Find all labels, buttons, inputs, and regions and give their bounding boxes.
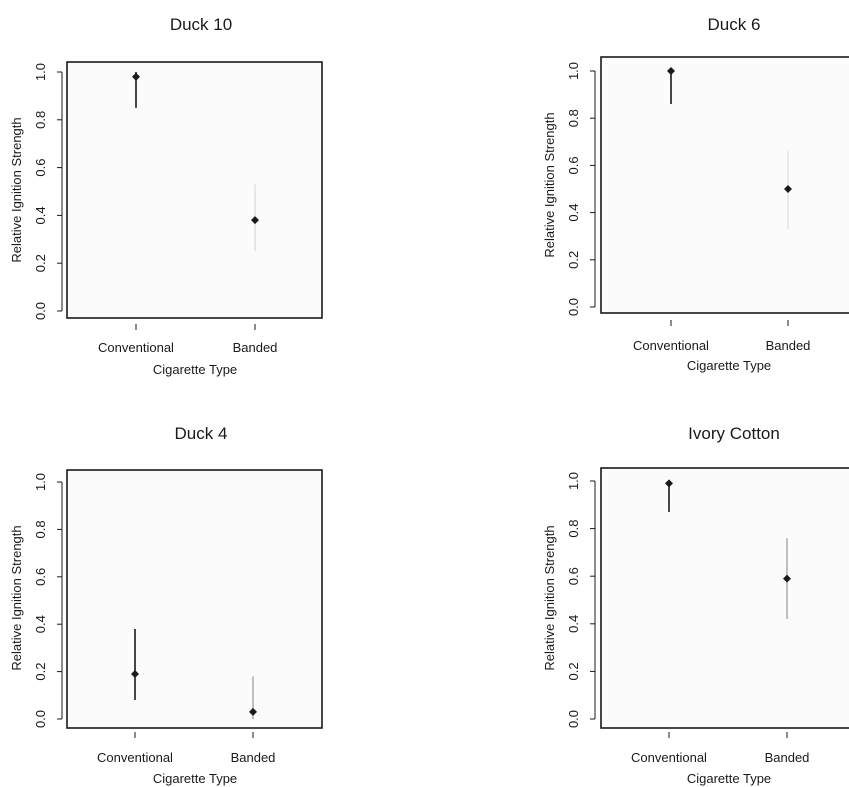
y-tick-label: 0.4 [566, 204, 581, 222]
y-tick-label: 0.0 [566, 710, 581, 728]
x-axis-label: Cigarette Type [153, 362, 237, 377]
data-point [131, 669, 139, 678]
data-point [251, 216, 259, 225]
axes: 0.0 0.2 0.4 0.6 0.8 1.0 Conventional Banded [566, 62, 810, 353]
y-tick-label: 0.6 [566, 567, 581, 585]
data-point [665, 479, 673, 488]
x-axis-label: Cigarette Type [687, 771, 771, 786]
y-tick-label: 0.0 [33, 710, 48, 728]
chart-title: Duck 6 [708, 15, 761, 34]
x-tick-label: Banded [233, 340, 278, 355]
y-tick-label: 0.2 [566, 251, 581, 269]
y-tick-label: 1.0 [566, 472, 581, 490]
x-tick-label: Conventional [633, 338, 709, 353]
x-tick-label: Conventional [97, 750, 173, 765]
y-tick-label: 0.6 [33, 568, 48, 586]
axes: 0.0 0.2 0.4 0.6 0.8 1.0 Conventional Banded [33, 63, 277, 355]
x-axis-label: Cigarette Type [153, 771, 237, 786]
y-axis-label: Relative Ignition Strength [542, 525, 557, 670]
y-tick-label: 0.2 [33, 254, 48, 272]
y-tick-label: 0.8 [566, 109, 581, 127]
series-marks [132, 72, 259, 252]
axes: 0.0 0.2 0.4 0.6 0.8 1.0 Conventional Banded [33, 473, 275, 765]
chart-panel-duck-6: Duck 6 Relative Ignition Strength Cigare… [542, 15, 849, 373]
data-point [667, 67, 675, 75]
x-tick-label: Banded [766, 338, 811, 353]
chart-panel-ivory-cotton: Ivory Cotton Relative Ignition Strength … [542, 424, 849, 786]
chart-title: Duck 10 [170, 15, 232, 34]
chart-title: Ivory Cotton [688, 424, 780, 443]
y-axis-label: Relative Ignition Strength [9, 117, 24, 262]
series-marks [665, 479, 791, 620]
y-tick-label: 0.8 [566, 520, 581, 538]
y-axis-label: Relative Ignition Strength [542, 112, 557, 257]
y-tick-label: 1.0 [33, 63, 48, 81]
plot-area [66, 469, 323, 729]
chart-title: Duck 4 [175, 424, 228, 443]
chart-panel-duck-10: Duck 10 Relative Ignition Strength Cigar… [9, 15, 323, 377]
y-tick-label: 0.4 [566, 615, 581, 633]
y-tick-label: 0.8 [33, 520, 48, 538]
series-marks [131, 628, 257, 719]
y-tick-label: 1.0 [33, 473, 48, 491]
y-axis-label: Relative Ignition Strength [9, 525, 24, 670]
y-tick-label: 0.2 [33, 663, 48, 681]
y-tick-label: 0.4 [33, 206, 48, 224]
y-tick-label: 0.2 [566, 662, 581, 680]
y-tick-label: 0.8 [33, 111, 48, 129]
y-tick-label: 0.6 [566, 156, 581, 174]
y-tick-label: 1.0 [566, 62, 581, 80]
data-point [249, 707, 257, 716]
y-tick-label: 0.0 [33, 302, 48, 320]
chart-panel-duck-4: Duck 4 Relative Ignition Strength Cigare… [9, 424, 323, 786]
x-tick-label: Conventional [631, 750, 707, 765]
plot-area [600, 467, 849, 729]
x-tick-label: Conventional [98, 340, 174, 355]
axes: 0.0 0.2 0.4 0.6 0.8 1.0 Conventional Banded [566, 472, 809, 765]
series-marks [667, 67, 792, 230]
x-tick-label: Banded [765, 750, 810, 765]
y-tick-label: 0.4 [33, 615, 48, 633]
y-tick-label: 0.0 [566, 298, 581, 316]
plot-area [66, 61, 323, 319]
data-point [784, 185, 792, 193]
plot-area [600, 56, 849, 314]
data-point [783, 574, 791, 583]
y-tick-label: 0.6 [33, 159, 48, 177]
x-tick-label: Banded [231, 750, 276, 765]
x-axis-label: Cigarette Type [687, 358, 771, 373]
data-point [132, 72, 140, 81]
